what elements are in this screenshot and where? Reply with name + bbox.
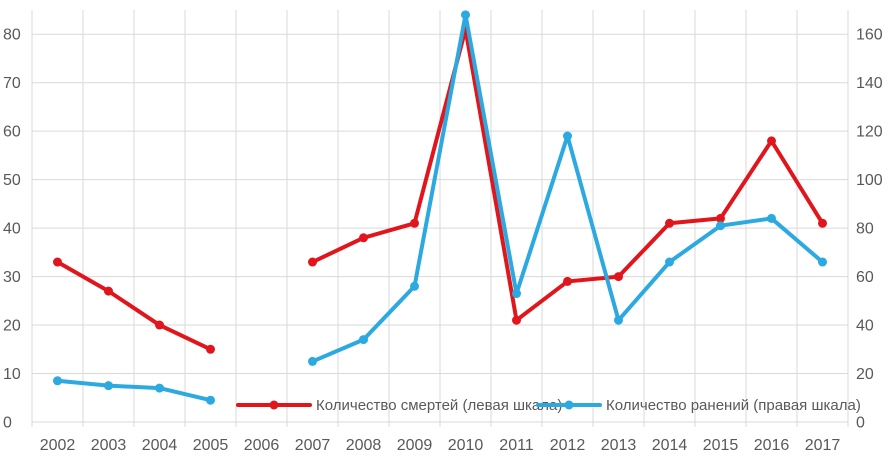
data-point-marker-deaths: [410, 218, 419, 228]
legend: Количество смертей (левая шкала) Количес…: [236, 397, 861, 414]
y-axis-left-tick-label: 0: [3, 415, 12, 432]
y-axis-right-tick-label: 20: [856, 366, 874, 383]
data-point-marker-injuries: [53, 376, 62, 386]
y-axis-left-tick-label: 10: [3, 366, 21, 383]
data-point-marker-deaths: [308, 257, 317, 267]
data-point-marker-injuries: [359, 335, 368, 345]
x-axis-tick-label: 2009: [397, 437, 433, 454]
y-axis-right-tick-label: 120: [856, 124, 883, 141]
y-axis-left-tick-label: 70: [3, 75, 21, 92]
x-axis-tick-label: 2008: [346, 437, 382, 454]
legend-item-injuries: Количество ранений (правая шкала): [536, 397, 861, 414]
y-axis-right-tick-label: 140: [856, 75, 883, 92]
data-point-marker-injuries: [614, 315, 623, 325]
data-point-marker-injuries: [155, 383, 164, 393]
legend-label-injuries: Количество ранений (правая шкала): [606, 397, 861, 414]
series-layer: [53, 10, 827, 405]
y-axis-left-tick-label: 50: [3, 172, 21, 189]
series-line-injuries: [55, 378, 213, 403]
y-axis-right-tick-label: 80: [856, 221, 874, 238]
data-point-marker-deaths: [512, 315, 521, 325]
data-point-marker-deaths: [359, 233, 368, 243]
data-point-marker-deaths: [614, 272, 623, 282]
x-axis-tick-label: 2017: [805, 437, 841, 454]
data-point-marker-deaths: [665, 218, 674, 228]
legend-item-deaths: Количество смертей (левая шкала): [236, 397, 562, 414]
data-point-marker-injuries: [716, 221, 725, 231]
data-point-marker-deaths: [818, 218, 827, 228]
legend-marker-deaths-icon: [269, 400, 279, 410]
data-point-marker-deaths: [563, 276, 572, 286]
y-axis-left-tick-label: 20: [3, 318, 21, 335]
data-point-marker-injuries: [308, 356, 317, 366]
data-point-marker-injuries: [104, 381, 113, 391]
data-point-marker-injuries: [767, 213, 776, 223]
y-axis-left-tick-label: 30: [3, 269, 21, 286]
x-axis-tick-label: 2002: [40, 437, 76, 454]
data-point-marker-deaths: [155, 320, 164, 330]
y-axis-left-tick-label: 40: [3, 221, 21, 238]
data-point-marker-deaths: [206, 344, 215, 354]
x-axis-tick-label: 2004: [142, 437, 178, 454]
x-axis-tick-label: 2006: [244, 437, 280, 454]
data-point-marker-deaths: [716, 213, 725, 223]
y-axis-right-tick-label: 160: [856, 27, 883, 44]
y-axis-left-tick-label: 80: [3, 27, 21, 44]
y-axis-right-tick-label: 60: [856, 269, 874, 286]
series-line-deaths: [55, 260, 213, 352]
data-point-marker-injuries: [818, 257, 827, 267]
x-axis-tick-label: 2012: [550, 437, 586, 454]
x-axis-tick-label: 2016: [754, 437, 790, 454]
y-axis-right-tick-label: 40: [856, 318, 874, 335]
legend-label-deaths: Количество смертей (левая шкала): [316, 397, 562, 414]
data-point-marker-deaths: [767, 136, 776, 146]
x-axis-tick-label: 2010: [448, 437, 484, 454]
x-axis-tick-label: 2007: [295, 437, 331, 454]
data-point-marker-injuries: [461, 10, 470, 20]
y-axis-right-tick-label: 100: [856, 172, 883, 189]
x-axis-tick-label: 2005: [193, 437, 229, 454]
x-axis-tick-label: 2013: [601, 437, 637, 454]
x-axis-tick-label: 2011: [499, 437, 534, 454]
data-point-marker-injuries: [206, 395, 215, 405]
x-axis-tick-label: 2015: [703, 437, 739, 454]
data-point-marker-injuries: [665, 257, 674, 267]
grid-layer: [31, 10, 849, 427]
data-point-marker-deaths: [53, 257, 62, 267]
axis-layer: 0 0 10 20 20 40 30 60 40 80 50 100 60 120 70 140 80 160 20…: [3, 27, 883, 454]
x-axis-tick-label: 2014: [652, 437, 688, 454]
y-axis-left-tick-label: 60: [3, 124, 21, 141]
data-point-marker-injuries: [563, 131, 572, 141]
x-axis-tick-label: 2003: [91, 437, 127, 454]
data-point-marker-injuries: [512, 289, 521, 299]
data-point-marker-deaths: [104, 286, 113, 296]
legend-marker-injuries-icon: [564, 400, 574, 410]
data-point-marker-injuries: [410, 281, 419, 291]
y-axis-right-tick-label: 0: [856, 415, 865, 432]
